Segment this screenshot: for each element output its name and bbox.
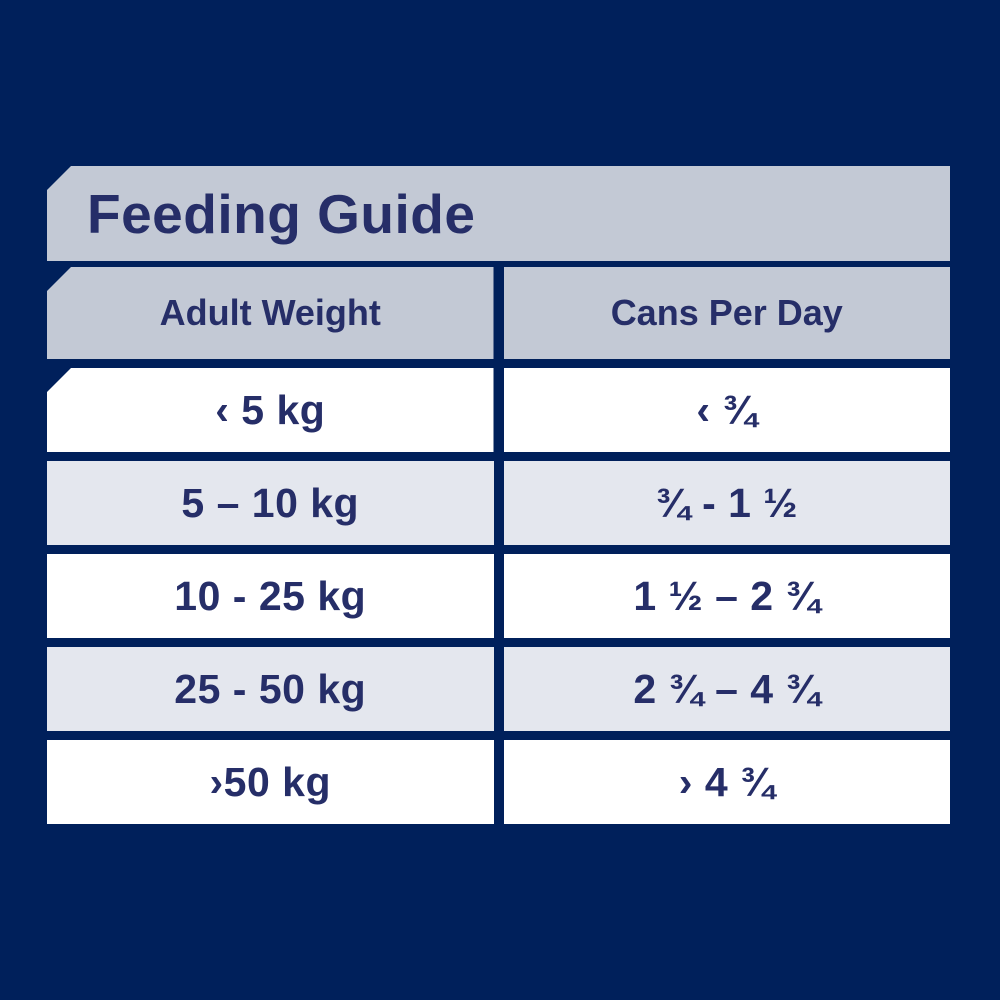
table-row: 10 - 25 kg 1 ½ – 2 ¾ [47, 554, 950, 638]
weight-cell: ‹ 5 kg [47, 368, 494, 452]
table-row: 25 - 50 kg 2 ¾ – 4 ¾ [47, 647, 950, 731]
weight-cell: 25 - 50 kg [47, 647, 494, 731]
column-header-adult-weight: Adult Weight [47, 267, 494, 359]
table-row: ‹ 5 kg ‹ ¾ [47, 368, 950, 452]
weight-cell: 10 - 25 kg [47, 554, 494, 638]
table-row: ›50 kg › 4 ¾ [47, 740, 950, 824]
weight-cell: ›50 kg [47, 740, 494, 824]
table-row: 5 – 10 kg ¾ - 1 ½ [47, 461, 950, 545]
feeding-guide-table: Feeding Guide Adult Weight Cans Per Day … [47, 166, 950, 824]
column-header-cans-per-day: Cans Per Day [503, 267, 950, 359]
cans-cell: 1 ½ – 2 ¾ [503, 554, 950, 638]
cans-cell: › 4 ¾ [503, 740, 950, 824]
weight-cell: 5 – 10 kg [47, 461, 494, 545]
page-title: Feeding Guide [47, 166, 950, 261]
cans-cell: ¾ - 1 ½ [503, 461, 950, 545]
table-header-row: Adult Weight Cans Per Day [47, 267, 950, 359]
cans-cell: 2 ¾ – 4 ¾ [503, 647, 950, 731]
cans-cell: ‹ ¾ [503, 368, 950, 452]
